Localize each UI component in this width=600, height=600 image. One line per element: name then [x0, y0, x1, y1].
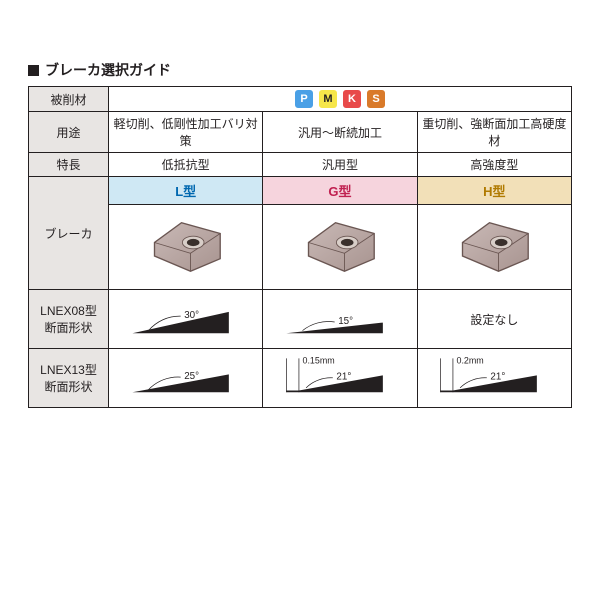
workpiece-chips: PMKS — [113, 90, 567, 108]
feature-col1: 汎用型 — [263, 153, 417, 177]
use-col2: 重切削、強断面加工高硬度材 — [417, 112, 571, 153]
breaker-image-col0 — [109, 205, 263, 290]
section-title: ブレーカ選択ガイド — [28, 60, 572, 80]
row-label: 被削材 — [29, 87, 109, 112]
svg-text:30°: 30° — [184, 310, 199, 321]
breaker-image-col1 — [263, 205, 417, 290]
cross-section-icon: 0.2mm 21° — [429, 353, 559, 403]
cross-section-icon: 25° — [121, 353, 251, 403]
chip-s: S — [367, 90, 385, 108]
svg-text:25°: 25° — [184, 371, 199, 382]
type-header-col2: H型 — [417, 177, 571, 205]
svg-text:21°: 21° — [491, 372, 506, 383]
breaker-image-col2 — [417, 205, 571, 290]
lnex08-col2: 設定なし — [417, 290, 571, 349]
use-col1: 汎用～断続加工 — [263, 112, 417, 153]
cross-section-icon: 0.15mm21° — [275, 353, 405, 403]
feature-col0: 低抵抗型 — [109, 153, 263, 177]
svg-text:0.15mm: 0.15mm — [302, 356, 334, 366]
row-label: LNEX08型断面形状 — [29, 290, 109, 349]
svg-text:0.2mm: 0.2mm — [457, 356, 484, 366]
insert-icon — [295, 215, 385, 279]
svg-text:21°: 21° — [336, 372, 351, 383]
feature-col2: 高強度型 — [417, 153, 571, 177]
svg-text:15°: 15° — [338, 316, 353, 327]
lnex13-col1: 0.15mm21° — [263, 349, 417, 408]
lnex08-col1: 15° — [263, 290, 417, 349]
chip-p: P — [295, 90, 313, 108]
cross-section-icon: 30° — [121, 294, 251, 344]
insert-icon — [449, 215, 539, 279]
lnex08-col0: 30° — [109, 290, 263, 349]
type-header-col1: G型 — [263, 177, 417, 205]
breaker-guide-table: 被削材PMKS用途軽切削、低剛性加工バリ対策汎用～断続加工重切削、強断面加工高硬… — [28, 86, 572, 408]
title-square-icon — [28, 65, 39, 76]
lnex13-col0: 25° — [109, 349, 263, 408]
lnex13-col2: 0.2mm 21° — [417, 349, 571, 408]
cross-section-icon: 15° — [275, 294, 405, 344]
insert-icon — [141, 215, 231, 279]
chip-k: K — [343, 90, 361, 108]
title-text: ブレーカ選択ガイド — [45, 60, 171, 80]
type-header-col0: L型 — [109, 177, 263, 205]
chip-m: M — [319, 90, 337, 108]
row-label: LNEX13型断面形状 — [29, 349, 109, 408]
section-text: 設定なし — [470, 313, 518, 327]
use-col0: 軽切削、低剛性加工バリ対策 — [109, 112, 263, 153]
row-label: 用途 — [29, 112, 109, 153]
workpiece-cell: PMKS — [109, 87, 572, 112]
row-label: ブレーカ — [29, 177, 109, 290]
row-label: 特長 — [29, 153, 109, 177]
